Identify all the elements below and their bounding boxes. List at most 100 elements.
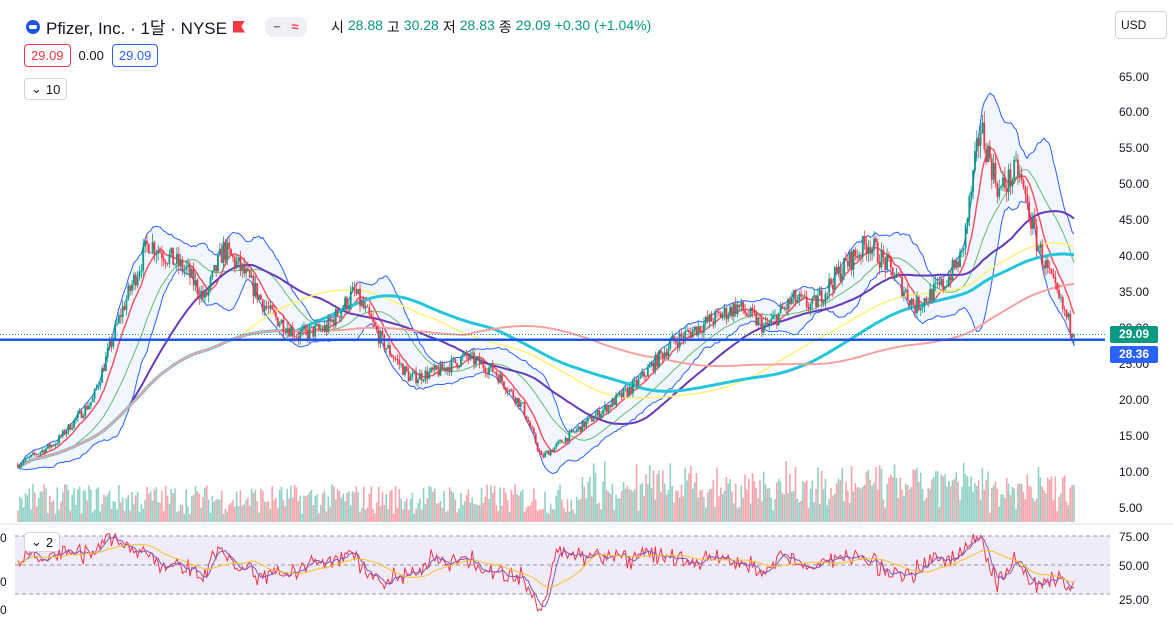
volume-bar xyxy=(308,492,311,522)
volume-bar xyxy=(583,486,586,522)
volume-bar xyxy=(430,487,432,522)
volume-bar xyxy=(796,498,799,522)
candle-body xyxy=(546,451,548,453)
volume-bar xyxy=(333,486,335,522)
candle-body xyxy=(374,322,376,326)
candle-body xyxy=(673,336,675,341)
candle-body xyxy=(587,418,589,422)
volume-bar xyxy=(962,462,965,522)
candle-body xyxy=(73,420,75,428)
candle-body xyxy=(114,324,117,339)
volume-bar xyxy=(729,479,731,522)
candle-body xyxy=(723,307,726,315)
volume-bar xyxy=(686,480,688,522)
sell-button[interactable]: 29.09 xyxy=(24,44,71,67)
volume-bar xyxy=(394,486,397,522)
candle-body xyxy=(56,443,59,445)
candle-body xyxy=(1003,177,1006,188)
volume-bar xyxy=(490,485,492,522)
volume-bar xyxy=(39,491,42,522)
volume-bar xyxy=(112,501,115,522)
candle-body xyxy=(217,255,219,272)
currency-select[interactable]: USD xyxy=(1115,11,1167,39)
candle-body xyxy=(493,372,496,373)
candle-body xyxy=(895,273,898,278)
volume-bar xyxy=(781,492,784,522)
symbol-title[interactable]: Pfizer, Inc. · 1달 · NYSE xyxy=(46,19,227,38)
candle-body xyxy=(512,390,515,398)
candle-body xyxy=(155,253,158,255)
volume-bar xyxy=(703,497,705,522)
candle-body xyxy=(1028,202,1031,221)
volume-bar xyxy=(245,500,247,522)
volume-bar xyxy=(454,499,457,522)
volume-bar xyxy=(809,488,812,522)
volume-bar xyxy=(518,495,520,522)
candle-body xyxy=(899,274,902,277)
volume-bar xyxy=(220,490,223,522)
candle-body xyxy=(852,249,855,271)
volume-bar xyxy=(886,484,888,522)
candle-body xyxy=(33,452,36,455)
volume-bar xyxy=(856,487,858,522)
candle-body xyxy=(331,319,333,322)
candle-body xyxy=(310,326,313,328)
volume-bar xyxy=(897,497,900,522)
volume-bar xyxy=(733,503,735,522)
candle-body xyxy=(854,249,857,257)
candle-body xyxy=(660,350,662,354)
candle-body xyxy=(949,276,952,281)
volume-bar xyxy=(20,498,23,522)
volume-bar xyxy=(497,511,500,522)
indicators-collapse-button[interactable]: ⌄ 10 xyxy=(24,78,68,100)
volume-bar xyxy=(291,497,294,522)
candle-body xyxy=(992,162,995,180)
candle-body xyxy=(703,323,705,333)
volume-bar xyxy=(34,492,36,522)
volume-bar xyxy=(534,499,537,522)
candle-body xyxy=(968,195,971,219)
volume-bar xyxy=(633,489,636,522)
volume-bar xyxy=(248,505,251,522)
volume-bar xyxy=(482,502,485,522)
volume-bar xyxy=(377,486,380,522)
volume-bar xyxy=(491,492,494,522)
volume-bar xyxy=(660,491,662,522)
candle-body xyxy=(977,138,980,147)
candle-body xyxy=(1024,187,1027,195)
candle-body xyxy=(18,465,21,468)
volume-bar xyxy=(488,498,490,522)
volume-bar xyxy=(639,484,642,522)
flag-icon[interactable] xyxy=(232,20,245,33)
candle-body xyxy=(1069,313,1072,334)
candle-body xyxy=(710,314,713,322)
candle-body xyxy=(250,275,253,278)
candle-body xyxy=(789,299,791,304)
volume-bar xyxy=(787,492,789,522)
volume-bar xyxy=(772,510,774,522)
volume-bar xyxy=(1020,484,1023,522)
volume-bar xyxy=(828,498,830,522)
buy-button[interactable]: 29.09 xyxy=(111,44,159,67)
candle-body xyxy=(979,132,982,147)
volume-bar xyxy=(288,498,290,522)
volume-bar xyxy=(878,465,881,522)
volume-bar xyxy=(994,481,997,522)
indicator-toggle[interactable]: − ≈ xyxy=(264,16,307,37)
volume-bar xyxy=(149,491,152,522)
volume-bar xyxy=(521,489,524,522)
candle-body xyxy=(185,266,188,270)
volume-bar xyxy=(742,497,744,522)
volume-bar xyxy=(867,469,870,522)
volume-bar xyxy=(740,485,743,522)
volume-bar xyxy=(222,513,225,522)
volume-bar xyxy=(934,471,937,522)
minus-icon[interactable]: − xyxy=(273,19,281,34)
candle-body xyxy=(818,289,821,296)
rsi-collapse-button[interactable]: ⌄ 2 xyxy=(24,532,61,552)
volume-bar xyxy=(211,495,214,522)
volume-bar xyxy=(310,489,313,522)
wave-icon[interactable]: ≈ xyxy=(291,19,299,34)
symbol-row: Pfizer, Inc. · 1달 · NYSE − ≈ 시 28.88 고 30.… xyxy=(26,14,651,39)
